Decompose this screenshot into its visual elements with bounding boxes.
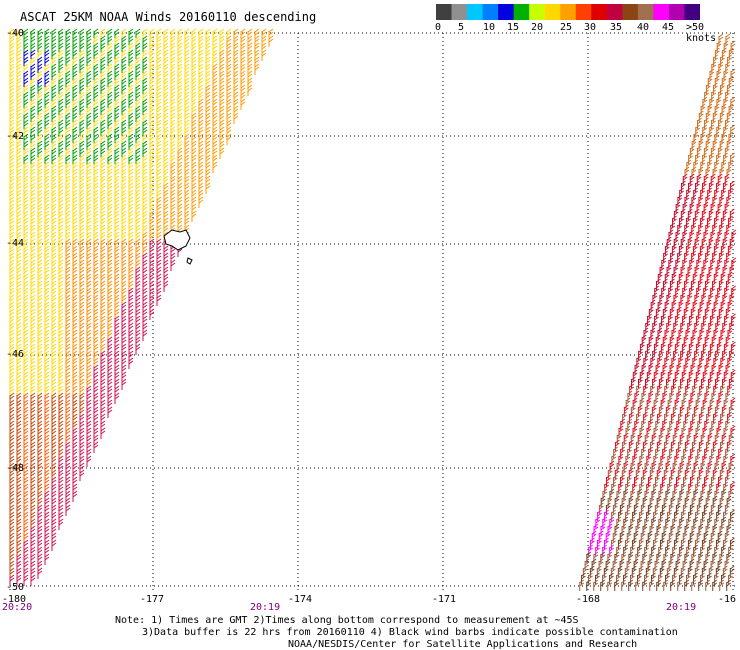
colorbar-swatch	[668, 4, 685, 20]
tick-label-15: 15	[507, 22, 520, 33]
tick-label-40: 40	[637, 22, 650, 33]
colorbar-swatch	[684, 4, 700, 20]
colorbar-swatch	[467, 4, 484, 20]
colorbar-swatch	[436, 4, 453, 20]
island-outline	[163, 229, 193, 265]
tick-label-30: 30	[584, 22, 597, 33]
lat-label-44: -44	[6, 238, 24, 249]
time-label-right: 20:19	[666, 602, 696, 613]
wind-map: -40 -42 -44 -46 -48 -50 -180 -177 -174 -…	[2, 28, 737, 613]
colorbar-swatch	[653, 4, 670, 20]
colorbar-swatch	[591, 4, 608, 20]
tick-label-5: 5	[458, 22, 465, 33]
lat-label-46: -46	[6, 349, 24, 360]
lon-label-177: -177	[140, 594, 164, 605]
colorbar-swatch	[575, 4, 592, 20]
colorbar-swatch	[560, 4, 577, 20]
tick-label-25: 25	[560, 22, 573, 33]
wind-speed-colorbar	[436, 4, 700, 20]
tick-label-10: 10	[483, 22, 496, 33]
lon-label-174: -174	[288, 594, 312, 605]
colorbar-swatch	[637, 4, 654, 20]
lon-label-180: -180	[2, 594, 26, 605]
colorbar-swatch	[482, 4, 499, 20]
note-line-3: NOAA/NESDIS/Center for Satellite Applica…	[288, 639, 638, 650]
lon-label-16: -16	[718, 594, 736, 605]
note-line-1: Note: 1) Times are GMT 2)Times along bot…	[115, 615, 579, 626]
tick-label-0: 0	[435, 22, 442, 33]
tick-label-20: 20	[531, 22, 544, 33]
colorbar-swatch	[544, 4, 561, 20]
satellite-swath-left	[9, 28, 274, 586]
tick-label-35: 35	[610, 22, 623, 33]
lon-label-171: -171	[432, 594, 456, 605]
colorbar-swatch	[622, 4, 639, 20]
map-title: ASCAT 25KM NOAA Winds 20160110 descendin…	[20, 10, 317, 24]
tick-label-45: 45	[662, 22, 675, 33]
lat-label-42: -42	[6, 131, 24, 142]
lat-label-40: -40	[6, 28, 24, 39]
note-line-2: 3)Data buffer is 22 hrs from 20160110 4)…	[142, 627, 678, 638]
colorbar-swatch	[606, 4, 623, 20]
time-label-left: 20:20	[2, 602, 32, 613]
lon-label-168: -168	[576, 594, 600, 605]
tick-label-50: >50 knots	[686, 22, 717, 44]
time-label-center: 20:19	[250, 602, 280, 613]
colorbar-swatch	[529, 4, 546, 20]
lat-label-50: -50	[6, 582, 24, 593]
colorbar-swatch	[498, 4, 515, 20]
colorbar-swatch	[451, 4, 468, 20]
satellite-swath-right	[579, 33, 737, 591]
colorbar-swatch	[513, 4, 530, 20]
lat-label-48: -48	[6, 463, 24, 474]
